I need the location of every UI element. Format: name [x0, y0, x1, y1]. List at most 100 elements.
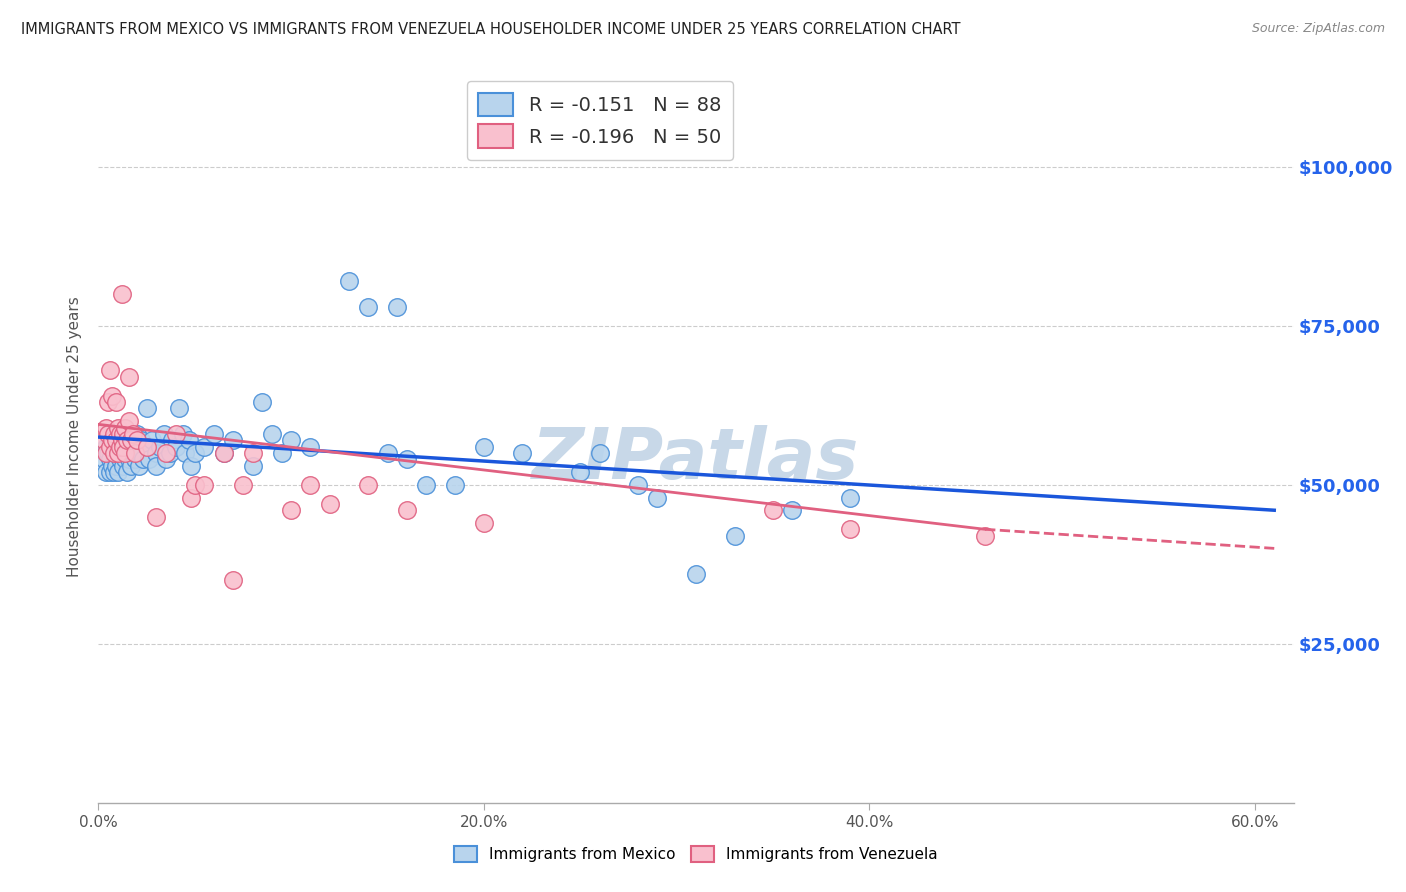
Point: [135, 401, 157, 416]
Point: [98, 465, 121, 479]
Point: [108, 426, 131, 441]
Point: [118, 369, 141, 384]
Point: [647, 491, 669, 505]
Point: [174, 446, 197, 460]
Point: [117, 446, 139, 460]
Point: [108, 452, 131, 467]
Point: [117, 434, 139, 448]
Point: [212, 446, 235, 460]
Point: [110, 287, 132, 301]
Point: [177, 434, 200, 448]
Point: [122, 426, 145, 441]
Point: [153, 426, 176, 441]
Point: [101, 440, 124, 454]
Y-axis label: Householder Income Under 25 years: Householder Income Under 25 years: [67, 297, 83, 577]
Point: [299, 440, 322, 454]
Point: [280, 434, 302, 448]
Point: [98, 363, 121, 377]
Point: [193, 477, 215, 491]
Point: [112, 440, 135, 454]
Point: [97, 395, 120, 409]
Point: [98, 440, 121, 454]
Point: [103, 465, 125, 479]
Point: [93, 452, 115, 467]
Point: [242, 458, 264, 473]
Point: [242, 446, 264, 460]
Point: [124, 446, 146, 460]
Point: [337, 274, 360, 288]
Point: [103, 446, 125, 460]
Point: [222, 573, 245, 587]
Point: [129, 434, 152, 448]
Point: [107, 426, 129, 441]
Point: [129, 446, 152, 460]
Point: [103, 434, 125, 448]
Point: [108, 440, 131, 454]
Point: [118, 414, 141, 428]
Point: [118, 434, 141, 448]
Point: [125, 440, 148, 454]
Text: IMMIGRANTS FROM MEXICO VS IMMIGRANTS FROM VENEZUELA HOUSEHOLDER INCOME UNDER 25 : IMMIGRANTS FROM MEXICO VS IMMIGRANTS FRO…: [21, 22, 960, 37]
Point: [782, 503, 804, 517]
Point: [184, 446, 207, 460]
Point: [114, 426, 136, 441]
Point: [104, 434, 127, 448]
Point: [107, 446, 129, 460]
Point: [120, 440, 142, 454]
Point: [104, 452, 127, 467]
Point: [97, 426, 120, 441]
Point: [101, 426, 124, 441]
Point: [93, 434, 115, 448]
Point: [180, 491, 202, 505]
Point: [319, 497, 342, 511]
Text: Source: ZipAtlas.com: Source: ZipAtlas.com: [1251, 22, 1385, 36]
Point: [159, 446, 181, 460]
Point: [120, 458, 142, 473]
Point: [160, 434, 183, 448]
Point: [117, 465, 139, 479]
Point: [101, 389, 124, 403]
Point: [155, 452, 177, 467]
Point: [122, 446, 145, 460]
Point: [112, 458, 135, 473]
Point: [395, 503, 418, 517]
Point: [107, 446, 129, 460]
Point: [101, 434, 124, 448]
Point: [98, 452, 121, 467]
Point: [165, 426, 187, 441]
Point: [122, 434, 145, 448]
Point: [357, 477, 380, 491]
Point: [107, 465, 129, 479]
Point: [135, 440, 157, 454]
Point: [94, 465, 117, 479]
Text: ZIPatlas: ZIPatlas: [533, 425, 859, 493]
Point: [132, 452, 155, 467]
Point: [444, 477, 467, 491]
Point: [120, 434, 142, 448]
Point: [94, 440, 117, 454]
Point: [588, 446, 610, 460]
Point: [762, 503, 785, 517]
Point: [107, 420, 129, 434]
Point: [385, 300, 409, 314]
Point: [839, 522, 862, 536]
Point: [104, 440, 127, 454]
Point: [110, 434, 132, 448]
Point: [145, 458, 167, 473]
Point: [260, 426, 283, 441]
Point: [149, 440, 172, 454]
Point: [145, 446, 167, 460]
Point: [103, 426, 125, 441]
Point: [395, 452, 418, 467]
Point: [110, 446, 132, 460]
Point: [141, 434, 163, 448]
Point: [222, 434, 245, 448]
Point: [252, 395, 274, 409]
Point: [415, 477, 437, 491]
Point: [145, 509, 167, 524]
Point: [114, 446, 136, 460]
Point: [472, 440, 495, 454]
Point: [110, 434, 132, 448]
Point: [180, 458, 202, 473]
Point: [839, 491, 862, 505]
